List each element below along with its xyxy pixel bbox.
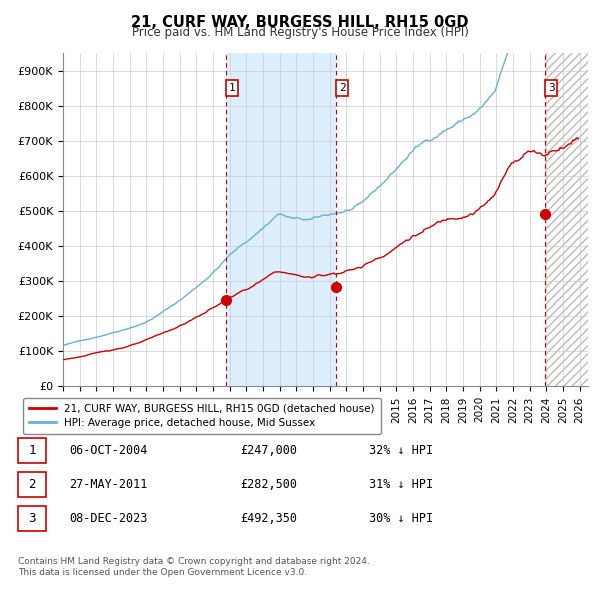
Bar [226, 53, 337, 386]
Text: This data is licensed under the Open Government Licence v3.0.: This data is licensed under the Open Gov… [18, 568, 307, 577]
Legend: 21, CURF WAY, BURGESS HILL, RH15 0GD (detached house), HPI: Average price, detac: 21, CURF WAY, BURGESS HILL, RH15 0GD (de… [23, 398, 380, 434]
Text: 2: 2 [28, 478, 35, 491]
Text: £492,350: £492,350 [240, 512, 297, 525]
Text: 30% ↓ HPI: 30% ↓ HPI [369, 512, 433, 525]
Text: 32% ↓ HPI: 32% ↓ HPI [369, 444, 433, 457]
Text: £247,000: £247,000 [240, 444, 297, 457]
Text: 1: 1 [28, 444, 35, 457]
Text: 31% ↓ HPI: 31% ↓ HPI [369, 478, 433, 491]
Text: 27-MAY-2011: 27-MAY-2011 [69, 478, 148, 491]
Text: 3: 3 [548, 83, 554, 93]
Text: £282,500: £282,500 [240, 478, 297, 491]
Text: 1: 1 [229, 83, 235, 93]
Text: 08-DEC-2023: 08-DEC-2023 [69, 512, 148, 525]
Bar [545, 53, 588, 386]
Text: 3: 3 [28, 512, 35, 525]
Text: Price paid vs. HM Land Registry's House Price Index (HPI): Price paid vs. HM Land Registry's House … [131, 26, 469, 39]
Text: Contains HM Land Registry data © Crown copyright and database right 2024.: Contains HM Land Registry data © Crown c… [18, 558, 370, 566]
Text: 21, CURF WAY, BURGESS HILL, RH15 0GD: 21, CURF WAY, BURGESS HILL, RH15 0GD [131, 15, 469, 30]
Text: 06-OCT-2004: 06-OCT-2004 [69, 444, 148, 457]
Text: 2: 2 [339, 83, 346, 93]
